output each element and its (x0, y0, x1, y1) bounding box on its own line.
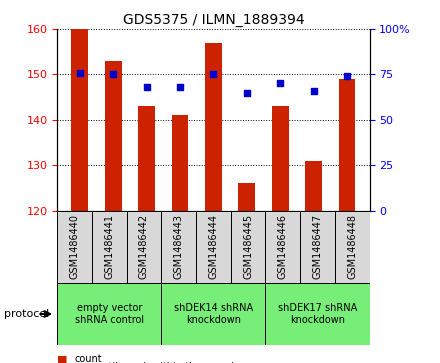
Text: GSM1486446: GSM1486446 (278, 214, 288, 280)
Bar (196, 211, 231, 283)
Bar (127, 211, 161, 283)
Bar (57, 211, 92, 283)
Text: GSM1486443: GSM1486443 (174, 214, 183, 280)
Title: GDS5375 / ILMN_1889394: GDS5375 / ILMN_1889394 (123, 13, 304, 26)
Point (344, 73, 351, 79)
Text: GSM1486440: GSM1486440 (70, 214, 80, 280)
Text: GSM1486447: GSM1486447 (312, 214, 323, 280)
Point (143, 84, 150, 90)
Point (76, 70, 83, 76)
Point (243, 90, 250, 95)
Text: GSM1486442: GSM1486442 (139, 214, 149, 280)
Text: percentile rank within the sample: percentile rank within the sample (75, 362, 240, 363)
Bar (272, 106, 289, 211)
Text: ■: ■ (57, 362, 68, 363)
Text: GSM1486444: GSM1486444 (209, 214, 218, 280)
Bar (105, 61, 121, 211)
Text: protocol: protocol (4, 309, 50, 319)
Text: ■: ■ (57, 354, 68, 363)
Bar (339, 79, 356, 211)
Bar (138, 106, 155, 211)
Text: GSM1486445: GSM1486445 (243, 214, 253, 280)
Bar (161, 283, 265, 345)
Bar (238, 183, 255, 211)
Bar (71, 29, 88, 211)
Point (110, 72, 117, 77)
Bar (300, 211, 335, 283)
Point (277, 81, 284, 86)
Bar (205, 42, 222, 211)
Bar (57, 283, 161, 345)
Text: GSM1486441: GSM1486441 (104, 214, 114, 280)
Bar (265, 211, 300, 283)
Point (210, 72, 217, 77)
Bar (335, 211, 370, 283)
Text: empty vector
shRNA control: empty vector shRNA control (75, 303, 144, 325)
Text: shDEK17 shRNA
knockdown: shDEK17 shRNA knockdown (278, 303, 357, 325)
Bar (161, 211, 196, 283)
Point (176, 84, 183, 90)
Bar (231, 211, 265, 283)
Text: count: count (75, 354, 103, 363)
Bar (305, 160, 322, 211)
Bar (265, 283, 370, 345)
Bar (172, 115, 188, 211)
Bar (92, 211, 127, 283)
Point (310, 88, 317, 94)
Text: GSM1486448: GSM1486448 (347, 214, 357, 280)
Text: shDEK14 shRNA
knockdown: shDEK14 shRNA knockdown (174, 303, 253, 325)
